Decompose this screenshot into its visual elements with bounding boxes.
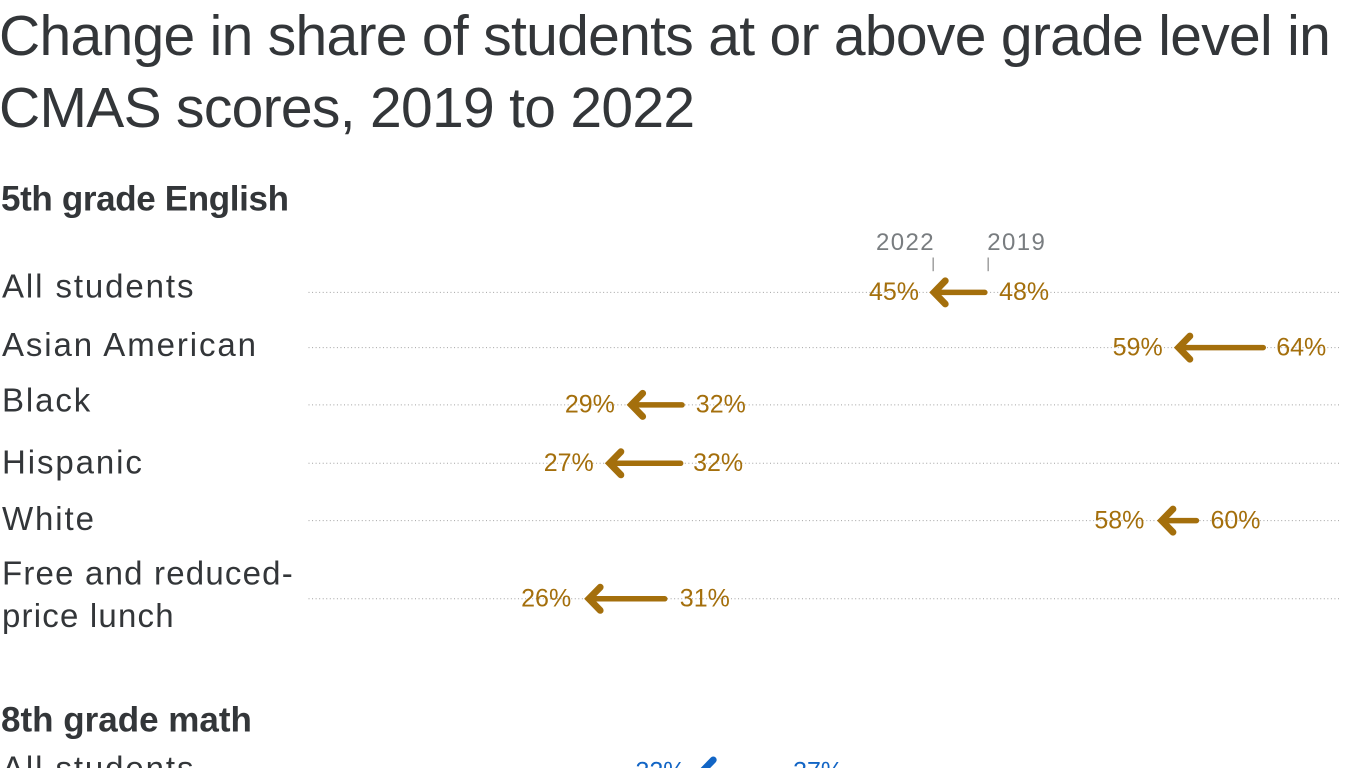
svg-text:37%: 37%: [793, 758, 843, 768]
svg-text:5th grade English: 5th grade English: [1, 180, 289, 219]
svg-text:Hispanic: Hispanic: [2, 443, 144, 480]
svg-text:26%: 26%: [521, 585, 571, 613]
svg-text:Free and reduced-: Free and reduced-: [2, 555, 294, 592]
svg-text:2019: 2019: [987, 229, 1046, 256]
svg-text:27%: 27%: [544, 449, 594, 477]
svg-text:2022: 2022: [876, 229, 935, 256]
svg-text:All students: All students: [2, 268, 195, 305]
svg-text:48%: 48%: [999, 278, 1049, 306]
svg-text:Black: Black: [2, 382, 92, 419]
svg-text:8th grade math: 8th grade math: [1, 701, 252, 740]
svg-text:32%: 32%: [696, 391, 746, 419]
svg-text:64%: 64%: [1276, 333, 1326, 361]
svg-text:59%: 59%: [1113, 333, 1163, 361]
svg-text:White: White: [2, 500, 96, 537]
svg-text:32%: 32%: [693, 449, 743, 477]
svg-text:price lunch: price lunch: [2, 597, 175, 634]
svg-text:All students: All students: [2, 750, 195, 768]
svg-text:31%: 31%: [680, 585, 730, 613]
svg-text:29%: 29%: [565, 391, 615, 419]
svg-text:60%: 60%: [1211, 506, 1261, 534]
svg-text:32%: 32%: [635, 758, 685, 768]
svg-text:Change in share of students at: Change in share of students at or above …: [0, 4, 1330, 68]
svg-text:45%: 45%: [869, 278, 919, 306]
svg-text:CMAS scores, 2019 to 2022: CMAS scores, 2019 to 2022: [0, 76, 694, 140]
svg-text:Asian American: Asian American: [2, 326, 258, 363]
svg-text:58%: 58%: [1094, 506, 1144, 534]
